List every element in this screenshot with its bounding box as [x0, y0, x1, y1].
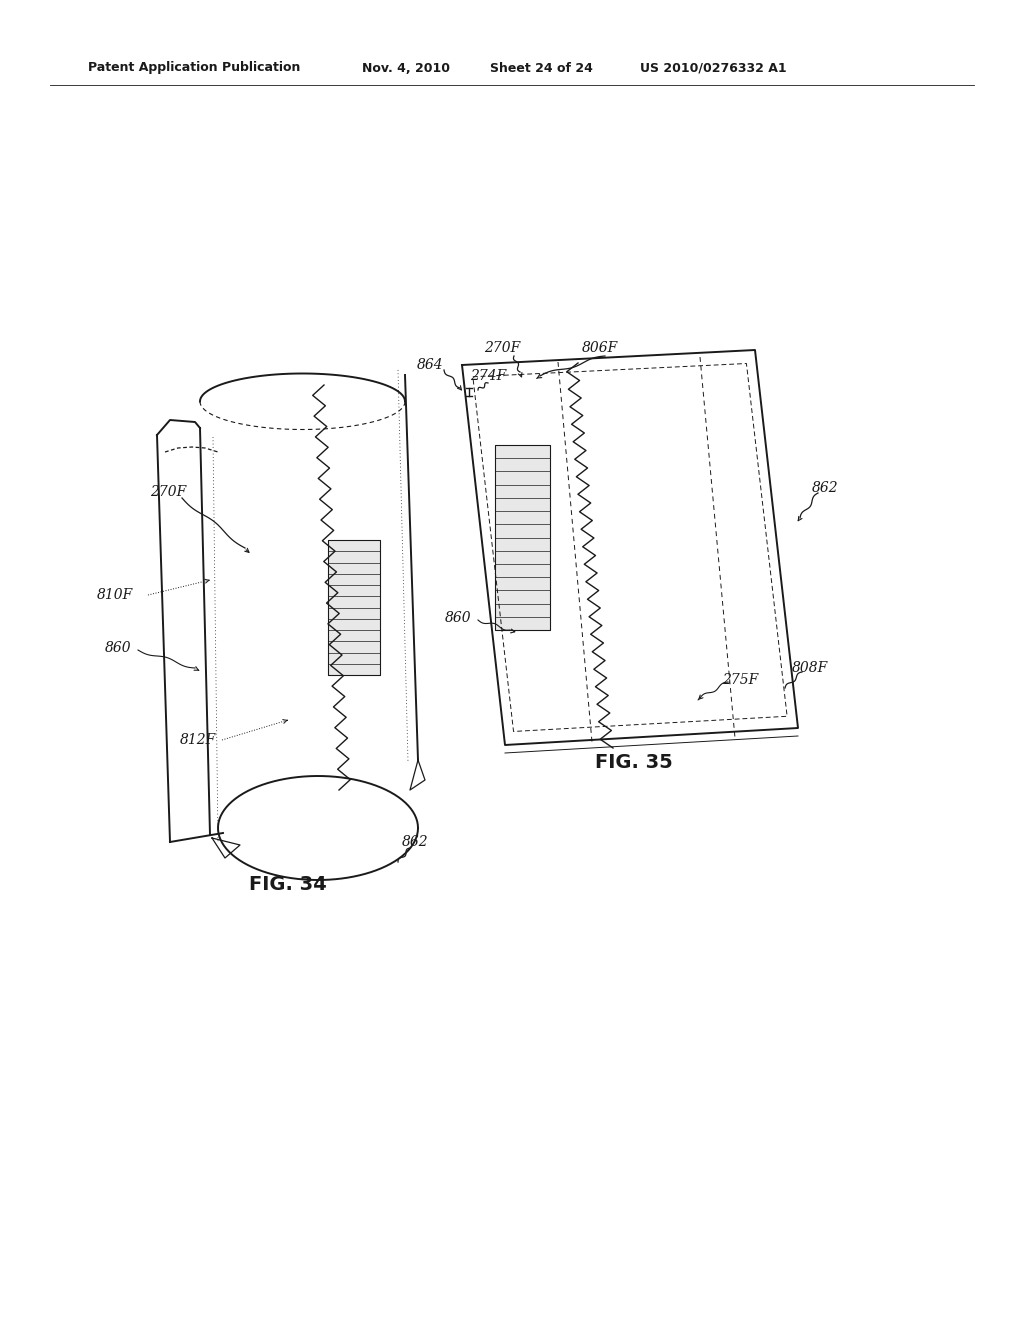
- Text: 275F: 275F: [722, 673, 758, 686]
- Text: 812F: 812F: [180, 733, 216, 747]
- Text: 270F: 270F: [484, 341, 520, 355]
- Text: 860: 860: [104, 642, 131, 655]
- Text: 274F: 274F: [470, 370, 506, 383]
- Text: FIG. 35: FIG. 35: [595, 752, 673, 771]
- Text: US 2010/0276332 A1: US 2010/0276332 A1: [640, 62, 786, 74]
- Bar: [495, 445, 550, 630]
- Text: Patent Application Publication: Patent Application Publication: [88, 62, 300, 74]
- Text: 806F: 806F: [582, 341, 618, 355]
- Text: 270F: 270F: [150, 484, 186, 499]
- Text: 862: 862: [401, 836, 428, 849]
- Text: Nov. 4, 2010: Nov. 4, 2010: [362, 62, 450, 74]
- Text: 860: 860: [444, 611, 471, 624]
- Bar: [328, 540, 380, 675]
- Text: 810F: 810F: [97, 587, 133, 602]
- Text: 862: 862: [812, 480, 839, 495]
- Text: FIG. 34: FIG. 34: [249, 875, 327, 895]
- Text: Sheet 24 of 24: Sheet 24 of 24: [490, 62, 593, 74]
- Text: 808F: 808F: [792, 661, 828, 675]
- Text: 864: 864: [417, 358, 443, 372]
